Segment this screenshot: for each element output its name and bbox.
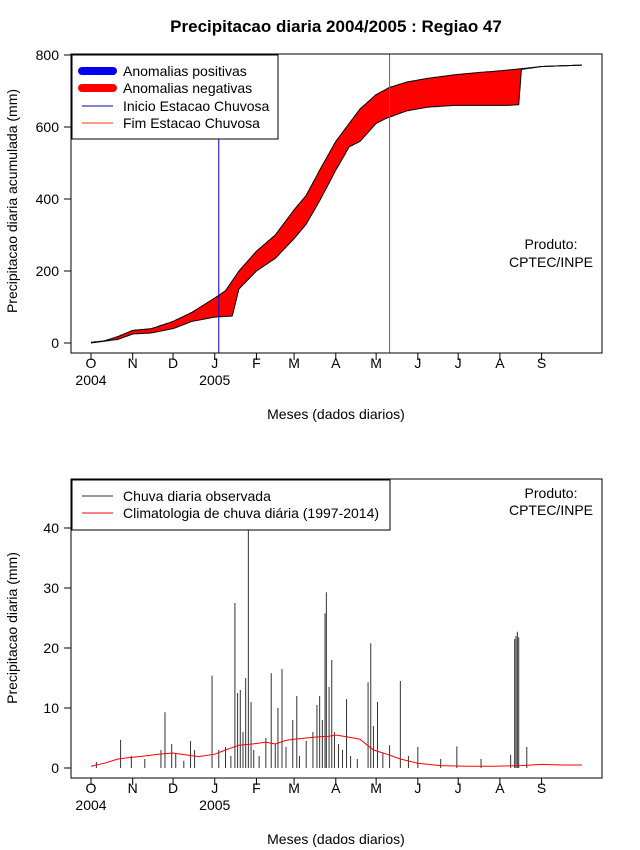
x-tick-label: A [495,355,505,371]
x-tick-label: D [168,355,178,371]
x-tick-label: N [128,780,138,796]
product-label: Produto: [525,485,578,501]
x-tick-label: A [495,780,505,796]
product-label: Produto: [525,236,578,252]
chart-title: Precipitacao diaria 2004/2005 : Regiao 4… [170,17,502,36]
year-label: 2004 [75,372,106,388]
legend: Chuva diaria observada Climatologia de c… [71,479,391,531]
daily-precipitation-chart: 0 10 20 30 40 O N D J F M A M J J A S 2004 2005 Meses (da… [4,478,603,847]
x-tick-label: S [537,355,546,371]
legend-box [71,479,391,531]
legend-label-negative: Anomalias negativas [123,80,252,96]
x-tick-label: S [537,780,546,796]
year-label: 2005 [199,372,230,388]
x-tick-label: O [86,780,97,796]
y-tick-label: 20 [43,640,59,656]
x-axis: O N D J F M A M J J A S 2004 2005 [75,777,546,813]
y-tick-label: 800 [36,47,60,63]
y-tick-label: 40 [43,520,59,536]
legend-label-positive: Anomalias positivas [123,63,247,79]
y-tick-label: 0 [51,760,59,776]
x-tick-label: J [211,780,218,796]
observed-daily-bars [95,498,528,768]
product-source: CPTEC/INPE [509,254,593,270]
year-label: 2005 [199,797,230,813]
x-tick-label: O [86,355,97,371]
legend-label-season-end: Fim Estacao Chuvosa [123,115,260,131]
climatology-line [90,734,582,767]
x-tick-label: M [370,780,382,796]
x-tick-label: F [252,355,261,371]
accumulated-precipitation-chart: Precipitacao diaria 2004/2005 : Regiao 4… [4,17,603,422]
y-axis: 0 10 20 30 40 [43,520,72,776]
legend: Anomalias positivas Anomalias negativas … [71,54,279,140]
y-tick-label: 400 [36,191,60,207]
x-axis: O N D J F M A M J J A S 2004 2005 [75,352,546,388]
legend-label-season-start: Inicio Estacao Chuvosa [123,98,270,114]
x-tick-label: M [288,780,300,796]
x-tick-label: A [331,355,341,371]
y-tick-label: 600 [36,119,60,135]
x-tick-label: F [252,780,261,796]
y-tick-label: 200 [36,263,60,279]
x-tick-label: J [211,355,218,371]
x-tick-label: N [128,355,138,371]
year-label: 2004 [75,797,106,813]
observed-accumulated-line [90,64,582,344]
x-axis-label: Meses (dados diarios) [267,406,405,422]
y-axis: 0 200 400 600 800 [36,47,72,351]
x-tick-label: A [331,780,341,796]
y-axis-label: Precipitacao diaria acumulada (mm) [4,89,20,313]
x-tick-label: D [168,780,178,796]
x-tick-label: M [370,355,382,371]
x-tick-label: J [414,780,421,796]
y-tick-label: 30 [43,580,59,596]
x-tick-label: J [414,355,421,371]
y-axis-label: Precipitacao diaria (mm) [4,552,20,704]
legend-label-observed: Chuva diaria observada [123,488,271,504]
product-source: CPTEC/INPE [509,502,593,518]
anomaly-areas [90,64,582,344]
legend-label-climatology: Climatologia de chuva diária (1997-2014) [123,505,379,521]
x-tick-label: J [455,780,462,796]
y-tick-label: 10 [43,700,59,716]
y-tick-label: 0 [51,335,59,351]
x-tick-label: M [288,355,300,371]
x-tick-label: J [455,355,462,371]
climatology-accumulated-line [90,64,582,343]
x-axis-label: Meses (dados diarios) [267,831,405,847]
